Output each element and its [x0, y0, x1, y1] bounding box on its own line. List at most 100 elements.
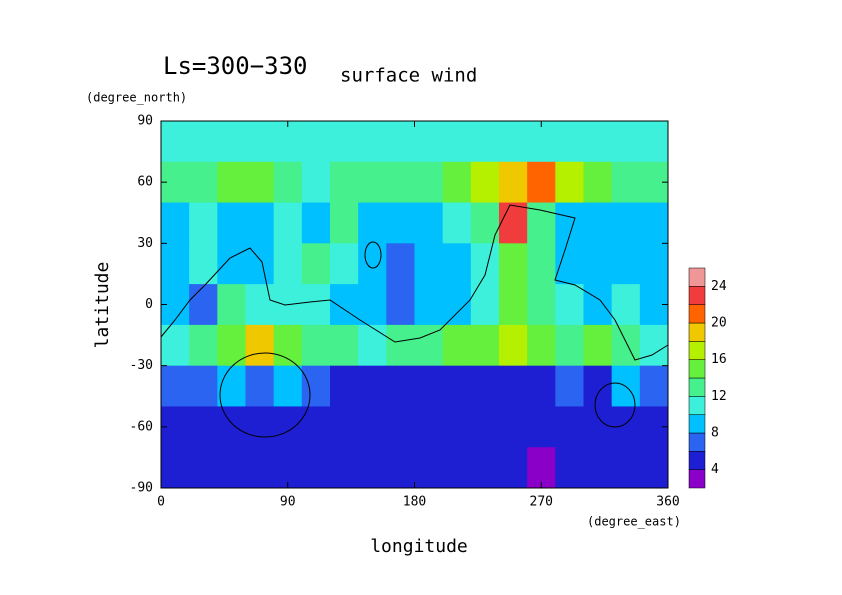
contour-cell [217, 161, 246, 204]
contour-cell [301, 447, 331, 489]
contour-cell [217, 243, 246, 285]
contour-cell [217, 324, 246, 367]
contour-cell [245, 284, 275, 326]
x-tick-label: 0 [157, 495, 165, 510]
colorbar-box [688, 414, 706, 434]
contour-cell [161, 243, 190, 285]
contour-cell [245, 202, 275, 244]
contour-cell [358, 447, 387, 489]
contour-cell [639, 365, 669, 407]
contour-cell [499, 365, 528, 407]
contour-cell [470, 447, 500, 489]
contour-cell [330, 406, 359, 448]
contour-cell [470, 365, 500, 407]
x-tick-label: 90 [280, 495, 296, 510]
contour-cell [217, 284, 246, 326]
contour-cell [611, 161, 641, 204]
contour-cell [499, 243, 528, 285]
contour-cell [583, 447, 613, 489]
y-tick-label: 0 [145, 297, 153, 312]
contour-cell [386, 121, 415, 163]
colorbar-box [688, 469, 706, 489]
contour-cell [161, 202, 190, 244]
contour-cell [499, 324, 528, 367]
contour-cell [442, 284, 472, 326]
contour-cell [583, 365, 613, 407]
x-tick-label: 360 [656, 495, 679, 510]
contour-cell [189, 202, 218, 244]
contour-cell [189, 365, 218, 407]
colorbar-box [688, 432, 706, 452]
contour-cell [386, 447, 415, 489]
contour-cell [527, 202, 556, 244]
topography-contour [160, 204, 669, 438]
contour-cell [499, 284, 528, 326]
contour-cell [217, 121, 246, 163]
contour-cell [414, 243, 444, 285]
contour-cell [555, 243, 584, 285]
colorbar-label: 24 [711, 279, 727, 294]
contour-cell [273, 243, 303, 285]
contour-cell [611, 243, 641, 285]
contour-cell [358, 161, 387, 204]
contour-cell [470, 406, 500, 448]
chart-subtitle: surface wind [340, 65, 477, 87]
contour-cell [273, 202, 303, 244]
contour-cell [414, 447, 444, 489]
contour-cell [470, 284, 500, 326]
contour-cell [611, 284, 641, 326]
contour-cell [358, 202, 387, 244]
contour-cell [499, 447, 528, 489]
contour-cell [639, 243, 669, 285]
contour-cell [527, 447, 556, 489]
colorbar-label: 20 [711, 316, 727, 331]
contour-cell [301, 161, 331, 204]
contour-cell [527, 121, 556, 163]
contour-cell [442, 406, 472, 448]
colorbar-box [688, 286, 706, 305]
contour-cell [330, 161, 359, 204]
contour-cell [217, 202, 246, 244]
contour-cell [583, 121, 613, 163]
contour-cell [358, 284, 387, 326]
contour-cell [583, 406, 613, 448]
contour-cell [358, 121, 387, 163]
contour-cell [442, 121, 472, 163]
colorbar-box [688, 322, 706, 342]
contour-cell [161, 121, 190, 163]
contour-cell [442, 324, 472, 367]
contour-cell [273, 406, 303, 448]
contour-cell [217, 447, 246, 489]
contour-cell [583, 161, 613, 204]
contour-cell [555, 202, 584, 244]
contour-cell [189, 324, 218, 367]
y-axis-label: latitude [92, 262, 113, 349]
contour-cell [583, 284, 613, 326]
y-tick-label: 60 [137, 175, 153, 190]
colorbar-label: 16 [711, 352, 727, 367]
contour-cell [217, 365, 246, 407]
contour-cell [245, 365, 275, 407]
contour-cell [189, 284, 218, 326]
contour-cell [386, 161, 415, 204]
contour-cell [330, 284, 359, 326]
contour-cell [161, 447, 190, 489]
contour-cell [414, 324, 444, 367]
contour-cell [442, 243, 472, 285]
contour-cell [527, 365, 556, 407]
colorbar-box [688, 359, 706, 379]
contour-cell [611, 324, 641, 367]
contour-field [161, 121, 669, 489]
colorbar-box [688, 377, 706, 397]
contour-cell [301, 202, 331, 244]
x-tick-label: 180 [403, 495, 426, 510]
contour-cell [301, 324, 331, 367]
contour-cell [555, 365, 584, 407]
contour-cell [527, 406, 556, 448]
contour-cell [639, 324, 669, 367]
contour-cell [386, 365, 415, 407]
contour-cell [273, 365, 303, 407]
contour-cell [414, 365, 444, 407]
contour-cell [499, 121, 528, 163]
contour-cell [583, 243, 613, 285]
